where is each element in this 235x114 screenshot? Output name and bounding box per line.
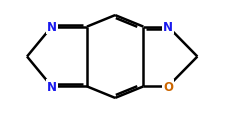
Text: N: N [163, 21, 173, 34]
Text: N: N [47, 21, 57, 34]
Text: O: O [163, 80, 173, 93]
Text: N: N [47, 80, 57, 93]
